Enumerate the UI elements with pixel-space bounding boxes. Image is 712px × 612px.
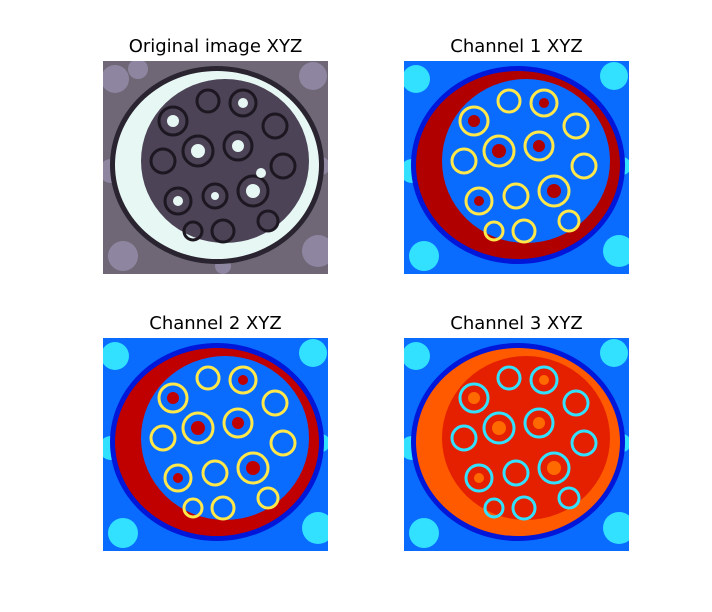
glomerular-tuft	[141, 79, 309, 244]
tuft	[141, 356, 309, 521]
tuft	[442, 356, 610, 521]
original-image	[103, 61, 328, 274]
tuft	[442, 79, 610, 244]
panel-title: Channel 3 XYZ	[450, 313, 583, 334]
panel-title: Channel 2 XYZ	[149, 313, 282, 334]
channel-3-image	[404, 338, 629, 551]
jet-tissue	[103, 339, 328, 548]
panel-title: Channel 1 XYZ	[450, 36, 583, 57]
channel-1-image	[404, 61, 629, 274]
panel-title: Original image XYZ	[128, 36, 303, 57]
channel-2-image	[103, 338, 328, 551]
